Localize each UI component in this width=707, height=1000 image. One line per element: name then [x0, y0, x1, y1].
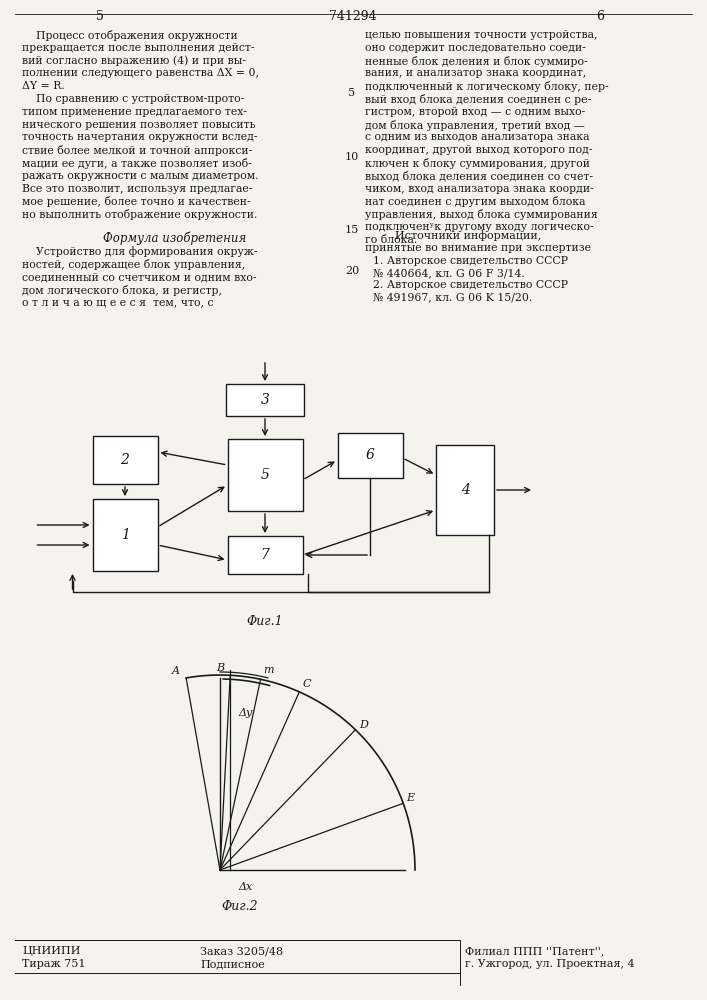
Text: ражать окружности с малым диаметром.: ражать окружности с малым диаметром.: [22, 171, 259, 181]
Text: принятые во внимание при экспертизе: принятые во внимание при экспертизе: [365, 243, 591, 253]
Text: 2: 2: [121, 453, 129, 467]
Text: подключенʸк другому входу логическо-: подключенʸк другому входу логическо-: [365, 222, 594, 232]
Text: B: B: [216, 663, 224, 673]
Text: ЦНИИПИ: ЦНИИПИ: [22, 946, 81, 956]
Text: о т л и ч а ю щ е е с я  тем, что, с: о т л и ч а ю щ е е с я тем, что, с: [22, 298, 214, 308]
Text: целью повышения точности устройства,: целью повышения точности устройства,: [365, 30, 597, 40]
Text: A: A: [172, 666, 180, 676]
Text: 10: 10: [345, 152, 359, 162]
Text: нического решения позволяет повысить: нического решения позволяет повысить: [22, 120, 256, 130]
Text: мации ее дуги, а также позволяет изоб-: мации ее дуги, а также позволяет изоб-: [22, 158, 252, 169]
Text: № 440664, кл. G 06 F 3/14.: № 440664, кл. G 06 F 3/14.: [373, 268, 525, 278]
Text: ΔY = R.: ΔY = R.: [22, 81, 65, 91]
Text: 3: 3: [261, 393, 269, 407]
Text: вий согласно выражению (4) и при вы-: вий согласно выражению (4) и при вы-: [22, 56, 246, 66]
Text: Подписное: Подписное: [200, 959, 264, 969]
Text: Δx: Δx: [238, 882, 252, 892]
Text: подключенный к логическому блоку, пер-: подключенный к логическому блоку, пер-: [365, 81, 609, 92]
Text: D: D: [359, 720, 368, 730]
Text: го блока.: го блока.: [365, 235, 417, 245]
Text: прекращается после выполнения дейст-: прекращается после выполнения дейст-: [22, 43, 255, 53]
Bar: [93, 436, 158, 484]
Text: 741294: 741294: [329, 10, 377, 23]
Text: Процесс отображения окружности: Процесс отображения окружности: [22, 30, 238, 41]
Text: вания, и анализатор знака координат,: вания, и анализатор знака координат,: [365, 68, 586, 78]
Bar: [226, 384, 304, 416]
Text: Φиг.1: Φиг.1: [247, 615, 284, 628]
Text: мое решение, более точно и качествен-: мое решение, более точно и качествен-: [22, 196, 250, 207]
Text: 4: 4: [460, 483, 469, 497]
Bar: [228, 536, 303, 574]
Text: 5: 5: [349, 88, 356, 98]
Text: 6: 6: [596, 10, 604, 23]
Text: типом применение предлагаемого тех-: типом применение предлагаемого тех-: [22, 107, 247, 117]
Text: m: m: [263, 665, 274, 675]
Text: 5: 5: [261, 468, 269, 482]
Text: Заказ 3205/48: Заказ 3205/48: [200, 946, 283, 956]
Text: с одним из выходов анализатора знака: с одним из выходов анализатора знака: [365, 132, 590, 142]
Text: гистром, второй вход — с одним выхо-: гистром, второй вход — с одним выхо-: [365, 107, 585, 117]
Text: г. Ужгород, ул. Проектная, 4: г. Ужгород, ул. Проектная, 4: [465, 959, 635, 969]
Text: Источники информации,: Источники информации,: [395, 230, 542, 241]
Text: выход блока деления соединен со счет-: выход блока деления соединен со счет-: [365, 171, 593, 181]
Text: ностей, содержащее блок управления,: ностей, содержащее блок управления,: [22, 259, 245, 270]
Text: C: C: [302, 679, 310, 689]
Text: оно содержит последовательно соеди-: оно содержит последовательно соеди-: [365, 43, 586, 53]
Text: чиком, вход анализатора знака коорди-: чиком, вход анализатора знака коорди-: [365, 184, 594, 194]
Text: точность начертания окружности вслед-: точность начертания окружности вслед-: [22, 132, 257, 142]
Text: 1. Авторское свидетельство СССР: 1. Авторское свидетельство СССР: [373, 256, 568, 266]
Text: 15: 15: [345, 225, 359, 235]
Text: 20: 20: [345, 266, 359, 276]
Bar: [436, 445, 494, 535]
Bar: [228, 439, 303, 511]
Text: 7: 7: [261, 548, 269, 562]
Text: E: E: [407, 793, 414, 803]
Text: 2. Авторское свидетельство СССР: 2. Авторское свидетельство СССР: [373, 280, 568, 290]
Text: вый вход блока деления соединен с ре-: вый вход блока деления соединен с ре-: [365, 94, 591, 105]
Text: координат, другой выход которого под-: координат, другой выход которого под-: [365, 145, 592, 155]
Text: По сравнению с устройством-прото-: По сравнению с устройством-прото-: [22, 94, 244, 104]
Text: ключен к блоку суммирования, другой: ключен к блоку суммирования, другой: [365, 158, 590, 169]
Text: ствие более мелкой и точной аппрокси-: ствие более мелкой и точной аппрокси-: [22, 145, 252, 156]
Bar: [93, 499, 158, 571]
Text: Формула изобретения: Формула изобретения: [103, 231, 247, 245]
Text: соединенный со счетчиком и одним вхо-: соединенный со счетчиком и одним вхо-: [22, 272, 257, 282]
Text: № 491967, кл. G 06 K 15/20.: № 491967, кл. G 06 K 15/20.: [373, 292, 532, 302]
Text: Все это позволит, используя предлагае-: Все это позволит, используя предлагае-: [22, 184, 252, 194]
Text: Φиг.2: Φиг.2: [222, 900, 258, 913]
Text: но выполнить отображение окружности.: но выполнить отображение окружности.: [22, 209, 257, 220]
Text: Филиал ППП ''Патент'',: Филиал ППП ''Патент'',: [465, 946, 604, 956]
Text: Тираж 751: Тираж 751: [22, 959, 86, 969]
Text: 5: 5: [96, 10, 104, 23]
Text: 6: 6: [366, 448, 375, 462]
Text: управления, выход блока суммирования: управления, выход блока суммирования: [365, 209, 597, 220]
Text: ненные блок деления и блок суммиро-: ненные блок деления и блок суммиро-: [365, 56, 588, 67]
Text: Устройство для формирования окруж-: Устройство для формирования окруж-: [22, 246, 257, 257]
Text: 1: 1: [121, 528, 129, 542]
Text: дом логического блока, и регистр,: дом логического блока, и регистр,: [22, 285, 222, 296]
Text: Δy: Δy: [238, 708, 252, 718]
Bar: [337, 432, 402, 478]
Text: нат соединен с другим выходом блока: нат соединен с другим выходом блока: [365, 196, 585, 207]
Text: дом блока управления, третий вход —: дом блока управления, третий вход —: [365, 120, 585, 131]
Text: полнении следующего равенства ΔX = 0,: полнении следующего равенства ΔX = 0,: [22, 68, 259, 78]
